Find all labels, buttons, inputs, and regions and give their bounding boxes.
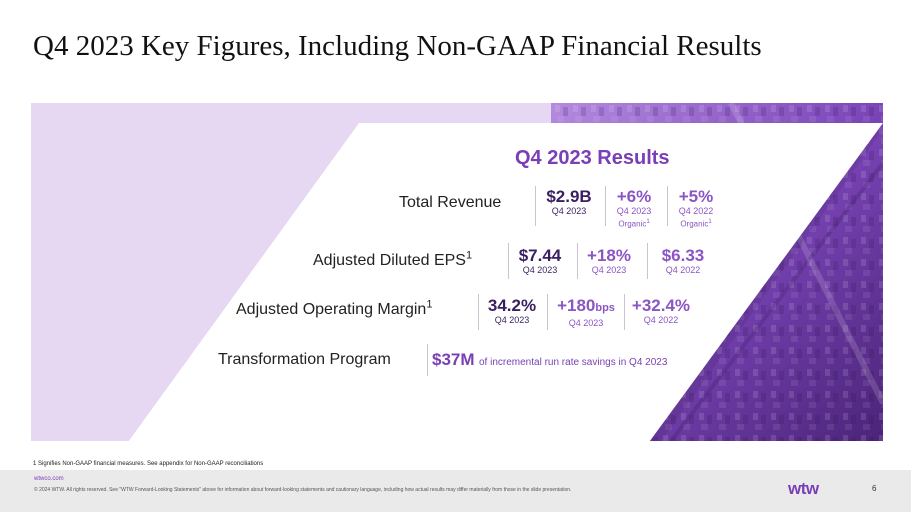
divider [427,344,428,376]
metric-qualifier: Organic [618,219,647,229]
operating-margin-label-text: Adjusted Operating Margin [236,301,427,318]
metric-period: Q4 2023 [568,318,604,328]
margin-metric-2: +180bps Q4 2023 [550,296,622,329]
eps-label: Adjusted Diluted EPS1 [313,249,473,269]
metric-value: 34.2% [487,296,537,315]
operating-margin-label: Adjusted Operating Margin1 [236,298,433,318]
divider [478,294,479,330]
revenue-metric-2: +6% Q4 2023 Organic1 [610,187,658,230]
divider [624,294,625,330]
metric-value: +5% [678,187,714,206]
metric-value: $6.33 [661,246,705,265]
slide-title: Q4 2023 Key Figures, Including Non-GAAP … [33,30,762,62]
transformation-metric: $37M of incremental run rate savings in … [432,350,667,370]
metric-value: +6% [616,187,652,206]
revenue-metric-3: +5% Q4 2022 Organic1 [672,187,720,230]
metric-period: Q4 2023 [494,315,530,325]
transformation-value: $37M [432,350,475,369]
divider [667,186,668,226]
metric-period: Q4 2022 [643,315,679,325]
divider [547,294,548,330]
panel-graphic [31,103,883,441]
margin-metric-3: +32.4% Q4 2022 [628,296,694,326]
metric-value: $2.9B [546,187,592,206]
metric-period: Q4 2023 [616,206,652,216]
metric-period: Q4 2023 [551,206,587,216]
page-number: 6 [872,484,877,493]
footnote: 1 Signifies Non-GAAP financial measures.… [33,461,264,467]
metric-value: +180 [557,296,596,315]
metric-qualifier: Organic [680,219,709,229]
eps-metric-1: $7.44 Q4 2023 [512,246,568,276]
hero-panel [31,103,883,441]
divider [535,186,536,226]
metric-value: +32.4% [631,296,691,315]
divider [508,243,509,279]
eps-label-text: Adjusted Diluted EPS [313,252,466,269]
footer-bar [0,470,911,512]
eps-metric-2: +18% Q4 2023 [582,246,636,276]
revenue-metric-1: $2.9B Q4 2023 [540,187,598,217]
metric-value: $7.44 [518,246,562,265]
divider [605,186,606,226]
divider [577,243,578,279]
divider [647,243,648,279]
wtw-logo: wtw [788,479,819,498]
transformation-program-label: Transformation Program [218,351,391,368]
metric-period: Q4 2023 [522,265,558,275]
transformation-text: of incremental run rate savings in Q4 20… [478,357,668,368]
metric-period: Q4 2023 [591,265,627,275]
results-heading: Q4 2023 Results [515,147,670,169]
footer-site-link[interactable]: wtwco.com [34,476,64,482]
margin-metric-1: 34.2% Q4 2023 [482,296,542,326]
eps-metric-3: $6.33 Q4 2022 [654,246,712,276]
metric-period: Q4 2022 [678,206,714,216]
metric-unit: bps [595,302,615,314]
metric-value: +18% [587,246,631,265]
metric-period: Q4 2022 [665,265,701,275]
footer-legal-text: © 2024 WTW. All rights reserved. See "WT… [34,487,572,493]
total-revenue-label: Total Revenue [399,194,502,211]
